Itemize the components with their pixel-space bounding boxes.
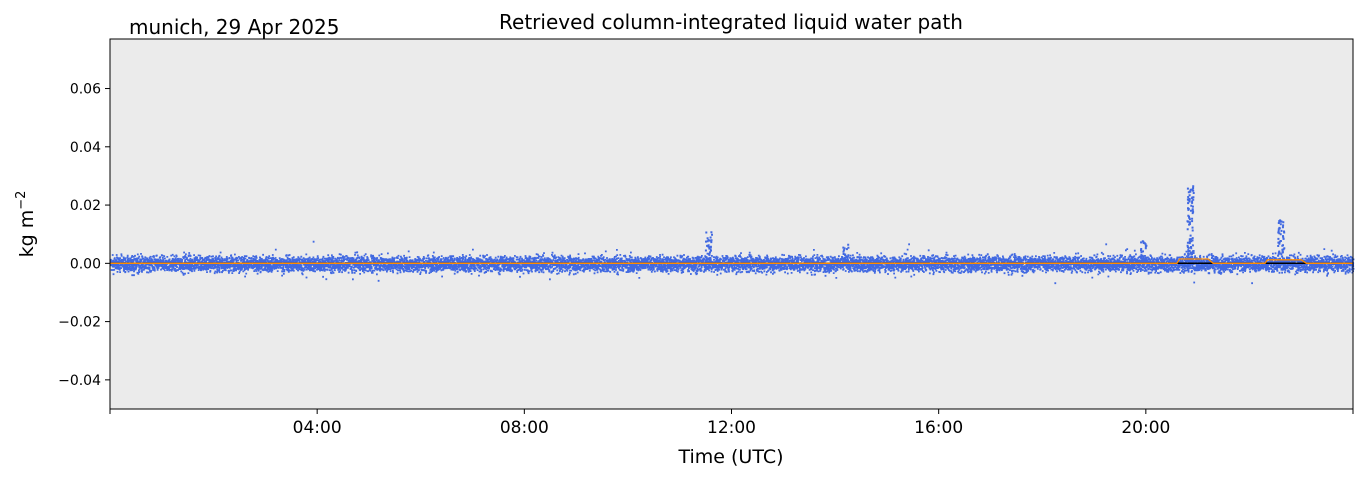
x-axis-ticks: 04:00 08:00 12:00 16:00 20:00 (109, 409, 1354, 438)
y-tick-label: 0.04 (70, 140, 101, 156)
x-tick-label: 16:00 (914, 418, 963, 438)
y-tick-label: −0.02 (58, 315, 101, 331)
scatter-points (109, 185, 1355, 285)
x-axis-label: Time (UTC) (677, 446, 783, 468)
x-tick-label: 04:00 (293, 418, 342, 438)
line-series (110, 258, 1353, 265)
scatter-series (109, 185, 1355, 285)
y-axis-label: kg m−2 (14, 191, 38, 258)
chart-subtitle: munich, 29 Apr 2025 (129, 15, 339, 39)
x-tick-label: 20:00 (1121, 418, 1170, 438)
x-tick-label: 08:00 (500, 418, 549, 438)
chart-title: Retrieved column-integrated liquid water… (499, 10, 963, 34)
x-tick-label: 12:00 (707, 418, 756, 438)
smoothed-lwp-line (110, 258, 1353, 264)
y-axis-ticks: 0.06 0.04 0.02 0.00 −0.02 −0.04 (58, 82, 110, 389)
y-tick-label: −0.04 (58, 373, 101, 389)
y-axis-label-exponent: −2 (14, 191, 29, 210)
y-tick-label: 0.00 (70, 256, 101, 272)
plot-area (110, 39, 1353, 409)
y-tick-label: 0.02 (70, 198, 101, 214)
y-axis-label-base: kg m (16, 210, 38, 258)
y-tick-label: 0.06 (70, 82, 101, 98)
